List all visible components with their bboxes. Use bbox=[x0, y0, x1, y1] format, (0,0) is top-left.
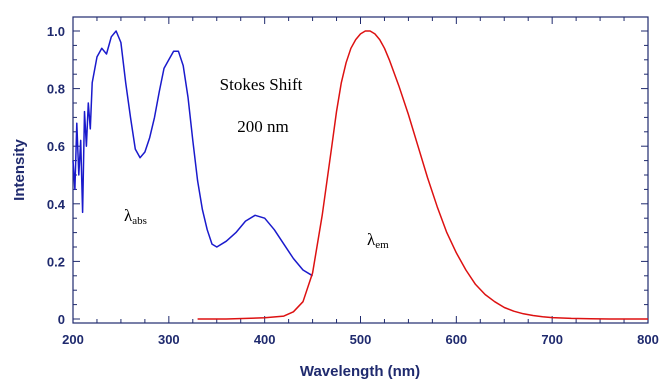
y-tick-label: 0 bbox=[58, 312, 65, 327]
legend-emission: λem bbox=[367, 230, 389, 251]
x-tick-label: 500 bbox=[350, 332, 372, 347]
y-tick-label: 0.4 bbox=[47, 197, 66, 212]
legend-emission-main: λ bbox=[367, 230, 376, 249]
legend-absorption-sub: abs bbox=[132, 215, 147, 227]
axis-ticks bbox=[72, 17, 649, 323]
legend-emission-sub: em bbox=[375, 239, 389, 251]
x-tick-label: 800 bbox=[637, 332, 659, 347]
y-axis-title: Intensity bbox=[11, 139, 28, 201]
stokes-shift-value: 200 nm bbox=[237, 117, 288, 136]
y-tick-label: 0.8 bbox=[47, 82, 65, 97]
plot-frame bbox=[72, 16, 649, 324]
y-tick-label: 1.0 bbox=[47, 24, 65, 39]
x-tick-labels: 200 300 400 500 600 700 800 bbox=[62, 332, 659, 347]
legend-absorption: λabs bbox=[124, 206, 147, 227]
series-layer bbox=[72, 30, 648, 320]
x-tick-label: 600 bbox=[445, 332, 467, 347]
y-tick-label: 0.6 bbox=[47, 139, 65, 154]
x-tick-label: 400 bbox=[254, 332, 276, 347]
absorption-series-line bbox=[72, 30, 313, 277]
x-tick-label: 700 bbox=[541, 332, 563, 347]
x-axis-title: Wavelength (nm) bbox=[300, 363, 420, 380]
y-tick-label: 0.2 bbox=[47, 254, 65, 269]
x-tick-label: 300 bbox=[158, 332, 180, 347]
legend-absorption-main: λ bbox=[124, 206, 133, 225]
stokes-shift-label: Stokes Shift bbox=[220, 75, 303, 94]
emission-series-line bbox=[197, 30, 648, 320]
x-tick-label: 200 bbox=[62, 332, 84, 347]
y-tick-labels: 0 0.2 0.4 0.6 0.8 1.0 bbox=[47, 24, 66, 327]
